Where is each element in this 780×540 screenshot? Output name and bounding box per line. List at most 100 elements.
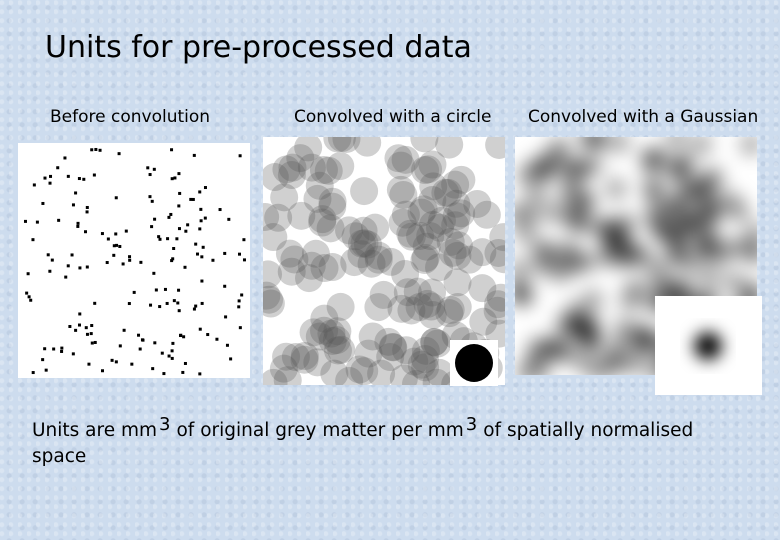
blob (376, 247, 405, 276)
blob (442, 202, 471, 231)
blob (290, 345, 319, 374)
dot (68, 324, 72, 328)
dot (84, 326, 88, 330)
dot (172, 246, 176, 250)
blob (602, 238, 625, 261)
dot (139, 260, 143, 264)
blob (290, 342, 319, 371)
blob (442, 189, 471, 218)
dot (90, 324, 94, 328)
dot (160, 351, 164, 355)
blob (350, 357, 379, 385)
blob (369, 280, 398, 309)
blob (573, 188, 596, 211)
blob (427, 206, 456, 235)
blob (418, 278, 447, 307)
blob (420, 327, 449, 356)
blob (386, 175, 415, 204)
dot (181, 370, 185, 374)
blob (443, 241, 472, 270)
dot (157, 235, 161, 239)
blob (582, 330, 605, 353)
dot (177, 204, 181, 208)
panel-label: Before convolution (50, 107, 211, 127)
blob (270, 183, 299, 212)
dot (31, 238, 35, 242)
blob (418, 150, 447, 179)
dot (78, 312, 82, 316)
dot (218, 208, 222, 212)
dot (115, 243, 119, 247)
dot (74, 191, 78, 195)
blob (744, 222, 757, 245)
blob (263, 289, 285, 318)
blob (665, 137, 688, 150)
dot (170, 356, 174, 360)
blob (364, 241, 393, 270)
dot (152, 271, 156, 275)
dot (137, 333, 141, 337)
raw-image (18, 143, 250, 378)
dot (166, 237, 170, 241)
blob (486, 283, 505, 312)
blob (419, 172, 448, 201)
dot (48, 269, 52, 273)
blob (407, 198, 436, 227)
dot (128, 258, 132, 262)
dot (184, 229, 188, 233)
blob (489, 223, 505, 252)
blob (441, 170, 470, 199)
dot (176, 301, 180, 305)
blob (318, 253, 347, 282)
blob (389, 180, 418, 209)
dot (41, 358, 45, 362)
blob (391, 259, 420, 288)
dot (77, 323, 81, 327)
dot (224, 315, 228, 319)
dot (118, 244, 122, 248)
dot (167, 354, 171, 358)
blob (323, 336, 352, 365)
blob (489, 245, 505, 274)
dot (189, 197, 193, 201)
blob (397, 296, 426, 325)
blob (532, 162, 555, 185)
blob (658, 274, 681, 297)
dot (229, 357, 233, 361)
blob (425, 253, 454, 282)
blob (314, 156, 343, 185)
dot (198, 327, 202, 331)
dot (240, 293, 244, 297)
blob (353, 137, 382, 157)
dot (85, 332, 89, 336)
dot (183, 361, 187, 365)
dot (29, 298, 33, 302)
dot (121, 262, 125, 266)
blob (472, 200, 501, 229)
dot (117, 152, 121, 156)
dot (89, 332, 93, 336)
dot (186, 223, 190, 227)
dot (152, 167, 156, 171)
blob (317, 319, 346, 348)
blob (665, 244, 688, 267)
blob (549, 137, 572, 158)
blob (441, 211, 470, 240)
blob (407, 350, 436, 379)
dot (179, 333, 183, 337)
blob (364, 245, 393, 274)
blob (558, 342, 581, 365)
blob (573, 250, 596, 273)
blob (515, 285, 534, 308)
blob (361, 213, 390, 242)
blob (378, 332, 407, 361)
dot (122, 328, 126, 332)
dot (182, 335, 186, 339)
dot (94, 147, 98, 151)
dot (146, 166, 150, 170)
blob (581, 289, 604, 312)
dot (242, 258, 246, 262)
blob (422, 368, 451, 385)
blob (335, 366, 364, 385)
blob (263, 285, 284, 314)
